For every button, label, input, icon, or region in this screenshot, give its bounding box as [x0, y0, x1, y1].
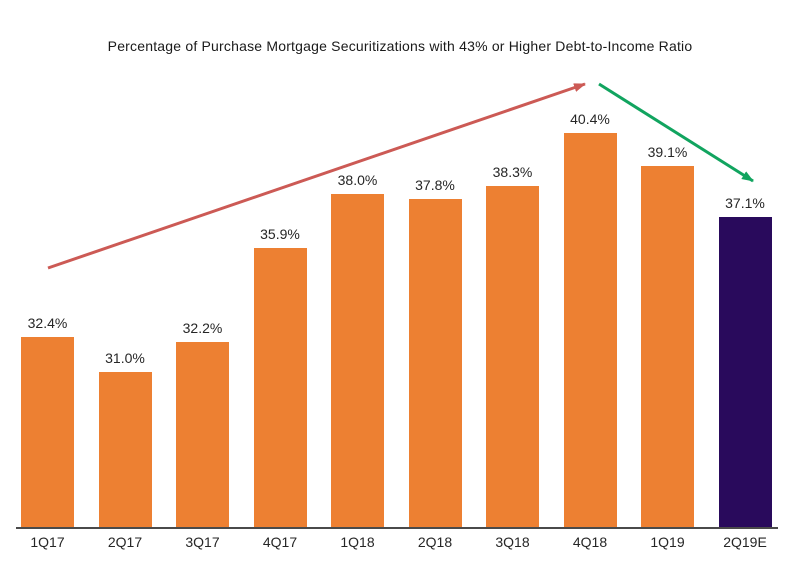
- x-axis-label-2q19e: 2Q19E: [723, 534, 767, 550]
- bar-value-label-1q19: 39.1%: [647, 143, 688, 160]
- bar-1q19: [641, 165, 694, 528]
- bar-value-label-2q17: 31.0%: [105, 350, 145, 367]
- bar-value-label-1q17: 32.4%: [27, 314, 68, 331]
- x-axis-label-2q17: 2Q17: [107, 534, 143, 550]
- x-axis-label-4q18: 4Q18: [572, 534, 608, 550]
- bar-value-label-4q17: 35.9%: [260, 225, 300, 242]
- bar-1q18: [331, 193, 384, 528]
- bar-3q18: [486, 186, 539, 528]
- x-axis-label-1q18: 1Q18: [340, 534, 375, 550]
- bar-2q18: [408, 199, 462, 528]
- bar-1q17: [21, 336, 74, 528]
- chart-title: Percentage of Purchase Mortgage Securiti…: [107, 38, 693, 54]
- bar-value-label-2q19e: 37.1%: [725, 194, 765, 211]
- bar-2q19e: [718, 216, 772, 528]
- x-axis-label-3q17: 3Q17: [185, 534, 220, 550]
- x-axis-label-3q18: 3Q18: [495, 534, 530, 550]
- bar-value-label-4q18: 40.4%: [570, 110, 610, 127]
- bar-4q18: [563, 132, 617, 528]
- bar-2q17: [98, 372, 152, 528]
- bar-value-label-3q18: 38.3%: [492, 164, 533, 181]
- bar-value-label-1q18: 38.0%: [337, 171, 378, 188]
- bar-value-label-3q17: 32.2%: [182, 319, 223, 336]
- x-axis-line: [16, 527, 778, 529]
- bar-3q17: [176, 341, 229, 528]
- x-axis-label-2q18: 2Q18: [417, 534, 453, 550]
- x-axis-label-1q19: 1Q19: [650, 534, 685, 550]
- bar-value-label-2q18: 37.8%: [415, 177, 455, 194]
- x-axis-label-1q17: 1Q17: [30, 534, 65, 550]
- bar-4q17: [253, 247, 307, 528]
- x-axis-label-4q17: 4Q17: [262, 534, 298, 550]
